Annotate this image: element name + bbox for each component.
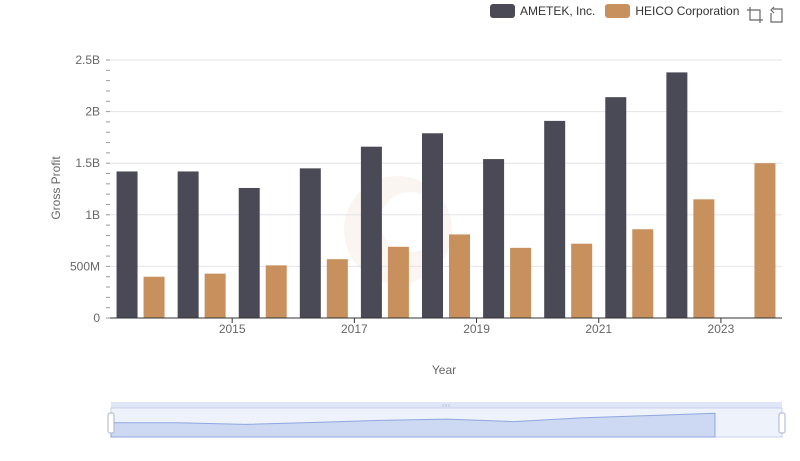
bar-heico-2015[interactable] <box>204 273 226 318</box>
legend-item-ametek[interactable]: AMETEK, Inc. <box>490 4 595 18</box>
x-tick-label: 2021 <box>585 322 612 336</box>
x-tick-label: 2023 <box>708 322 735 336</box>
legend: AMETEK, Inc. HEICO Corporation <box>490 4 749 18</box>
bar-ametek-2021[interactable] <box>544 120 566 318</box>
y-tick-label: 500M <box>70 259 100 273</box>
y-axis-labels: 0 500M 1B 1.5B 2B 2.5B <box>70 53 100 325</box>
bar-heico-2021[interactable] <box>571 243 593 318</box>
datazoom-handle-left[interactable] <box>107 412 115 434</box>
bar-ametek-2014[interactable] <box>116 171 138 318</box>
y-axis-ticks <box>106 59 110 319</box>
datazoom-grip-icon[interactable] <box>442 404 450 407</box>
bar-heico-2019[interactable] <box>449 234 470 318</box>
x-tick-label: 2019 <box>463 322 490 336</box>
x-axis-title: Year <box>432 363 456 377</box>
bar-heico-2020[interactable] <box>510 247 532 318</box>
y-axis-title: Gross Profit <box>49 156 63 220</box>
legend-swatch-ametek <box>490 4 515 18</box>
bar-ametek-2016[interactable] <box>238 187 260 318</box>
y-tick-label: 2.5B <box>75 53 100 67</box>
bar-heico-2014[interactable] <box>143 276 165 318</box>
bar-heico-2023[interactable] <box>693 199 715 318</box>
y-tick-label: 1.5B <box>75 156 100 170</box>
bar-ametek-2015[interactable] <box>177 171 199 318</box>
bar-heico-2018[interactable] <box>387 246 409 318</box>
bar-ametek-2018[interactable] <box>360 146 382 318</box>
zoom-icon[interactable] <box>746 6 764 24</box>
toolbox <box>746 6 790 24</box>
bar-heico-2017[interactable] <box>326 259 348 318</box>
legend-item-heico[interactable]: HEICO Corporation <box>605 4 739 18</box>
bar-heico-2024[interactable] <box>754 163 776 318</box>
datazoom-slider[interactable] <box>107 402 786 438</box>
datazoom-handle-right[interactable] <box>778 412 786 434</box>
datazoom-preview-area <box>110 412 716 438</box>
x-axis-labels: 2015 2017 2019 2021 2023 <box>219 318 735 336</box>
bar-heico-2022[interactable] <box>632 229 654 318</box>
legend-swatch-heico <box>605 4 631 18</box>
bar-ametek-2019[interactable] <box>422 133 443 318</box>
bar-ametek-2017[interactable] <box>299 168 321 318</box>
restore-icon[interactable] <box>768 6 786 24</box>
legend-label-heico: HEICO Corporation <box>635 4 740 18</box>
x-tick-label: 2015 <box>219 322 246 336</box>
legend-label-ametek: AMETEK, Inc. <box>520 4 596 18</box>
y-tick-label: 2B <box>85 105 100 119</box>
x-tick-label: 2017 <box>341 322 368 336</box>
y-tick-label: 0 <box>93 311 100 325</box>
bars <box>116 72 776 318</box>
y-tick-label: 1B <box>85 208 100 222</box>
bar-heico-2016[interactable] <box>265 265 287 318</box>
bar-ametek-2022[interactable] <box>605 97 627 318</box>
bar-ametek-2023[interactable] <box>666 72 688 318</box>
bar-ametek-2020[interactable] <box>483 159 505 318</box>
